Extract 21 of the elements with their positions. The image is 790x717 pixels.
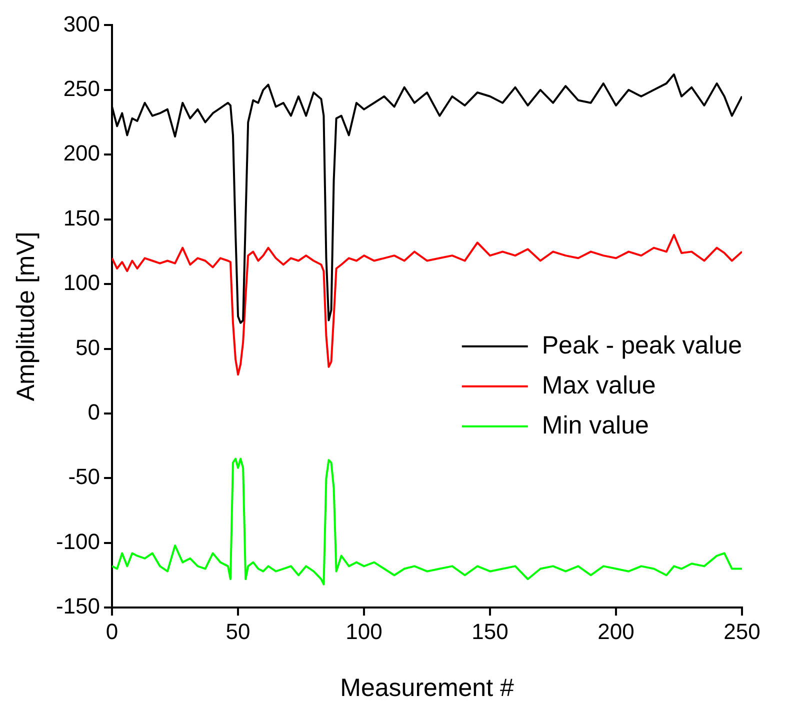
x-tick-label: 150 [472, 618, 508, 644]
y-tick-label: 200 [63, 140, 100, 166]
x-tick-label: 100 [346, 618, 382, 644]
y-tick-label: -50 [68, 464, 100, 490]
x-tick-label: 0 [106, 618, 118, 644]
y-tick-label: 50 [76, 334, 100, 360]
y-tick-label: 300 [63, 11, 100, 36]
legend-label: Peak - peak value [542, 331, 742, 360]
x-tick-label: 50 [226, 618, 250, 644]
y-tick-label: -100 [56, 528, 100, 554]
legend-label: Max value [542, 371, 656, 400]
y-axis-title: Amplitude [mV] [12, 232, 40, 402]
y-tick-label: 150 [63, 205, 100, 230]
x-tick-label: 200 [598, 618, 634, 644]
x-tick-label: 250 [724, 618, 760, 644]
x-axis-title: Measurement # [340, 674, 514, 702]
legend-label: Min value [542, 411, 649, 440]
y-tick-label: 0 [88, 400, 100, 425]
y-tick-label: 100 [63, 270, 100, 296]
y-tick-label: -150 [56, 594, 100, 619]
y-tick-label: 250 [63, 76, 100, 101]
